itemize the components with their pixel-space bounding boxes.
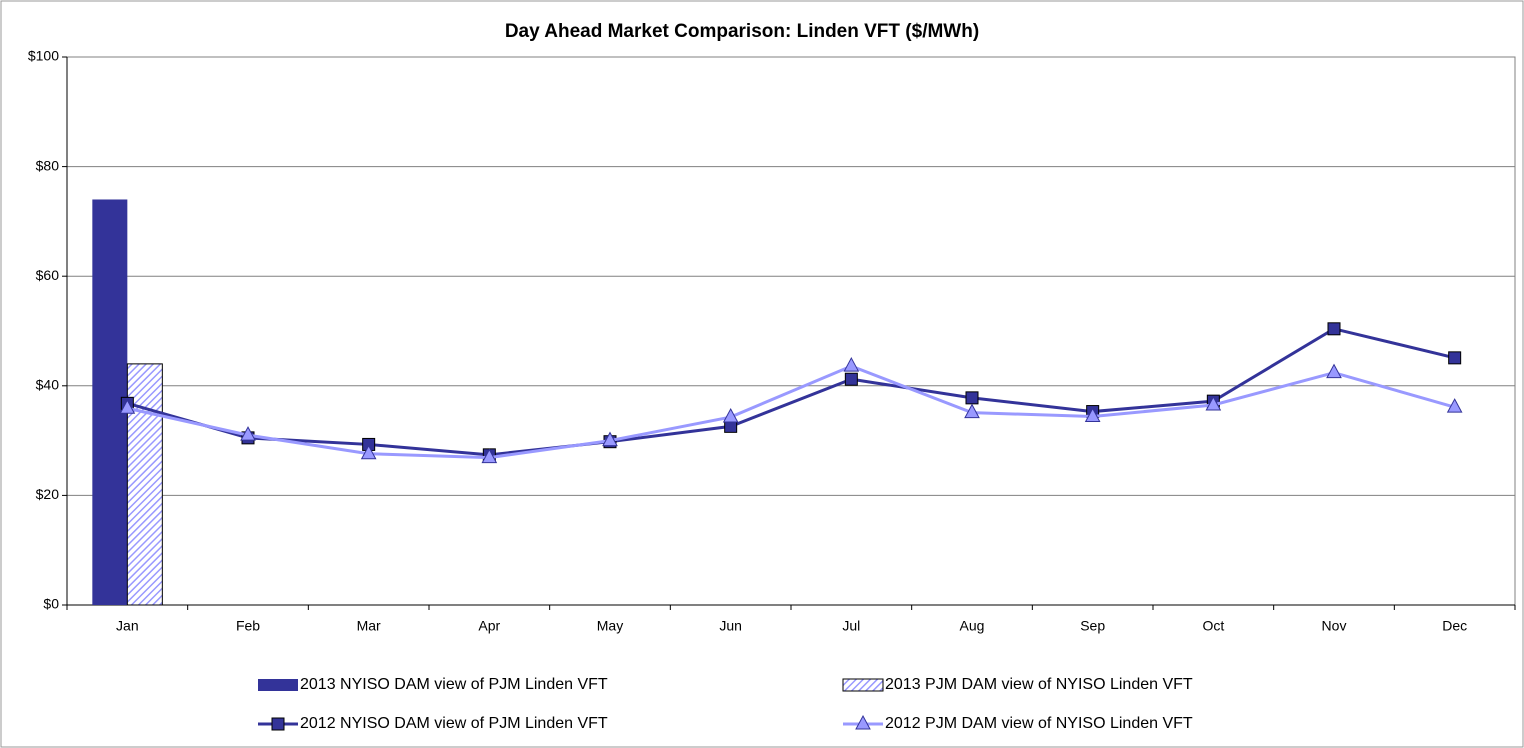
marker (722, 407, 739, 423)
legend-marker (855, 714, 871, 730)
legend-label: 2013 PJM DAM view of NYISO Linden VFT (885, 676, 1193, 693)
legend-swatch (842, 678, 884, 692)
x-tick-label: Dec (1442, 618, 1467, 634)
x-tick-label: Apr (478, 618, 500, 634)
marker (360, 444, 377, 460)
marker (481, 448, 498, 464)
y-tick-label: $100 (28, 48, 59, 64)
chart-title: Day Ahead Market Comparison: Linden VFT … (505, 21, 979, 42)
x-tick-label: Jul (842, 618, 860, 634)
x-tick-label: Jan (116, 618, 139, 634)
marker (965, 391, 979, 405)
legend-label: 2013 NYISO DAM view of PJM Linden VFT (300, 676, 608, 693)
x-tick-label: Feb (236, 618, 260, 634)
marker (1326, 363, 1342, 379)
y-tick-label: $80 (36, 157, 60, 173)
marker (1205, 395, 1222, 411)
marker (119, 399, 136, 414)
marker (602, 431, 618, 447)
marker (964, 403, 980, 419)
marker (1446, 398, 1463, 413)
x-tick-label: Mar (357, 618, 381, 634)
x-tick-label: Oct (1202, 618, 1224, 634)
y-tick-label: $40 (36, 377, 60, 393)
marker (1327, 322, 1341, 336)
x-tick-label: Aug (960, 618, 985, 634)
plot-area (66, 56, 1516, 606)
legend-marker (271, 717, 285, 731)
marker (843, 357, 860, 372)
marker (1084, 407, 1101, 422)
x-tick-label: Nov (1322, 618, 1347, 634)
x-tick-label: Sep (1080, 618, 1105, 634)
legend-label: 2012 PJM DAM view of NYISO Linden VFT (885, 715, 1193, 732)
x-tick-label: May (597, 618, 623, 634)
y-tick-label: $20 (36, 486, 60, 502)
y-tick-label: $0 (43, 596, 59, 612)
line (127, 364, 1456, 460)
x-tick-label: Jun (719, 618, 742, 634)
line (126, 327, 1456, 457)
y-tick-label: $60 (36, 267, 60, 283)
legend-swatch (258, 679, 298, 691)
marker (844, 372, 858, 386)
marker (240, 426, 256, 441)
marker (1448, 351, 1462, 365)
legend-label: 2012 NYISO DAM view of PJM Linden VFT (300, 715, 608, 732)
